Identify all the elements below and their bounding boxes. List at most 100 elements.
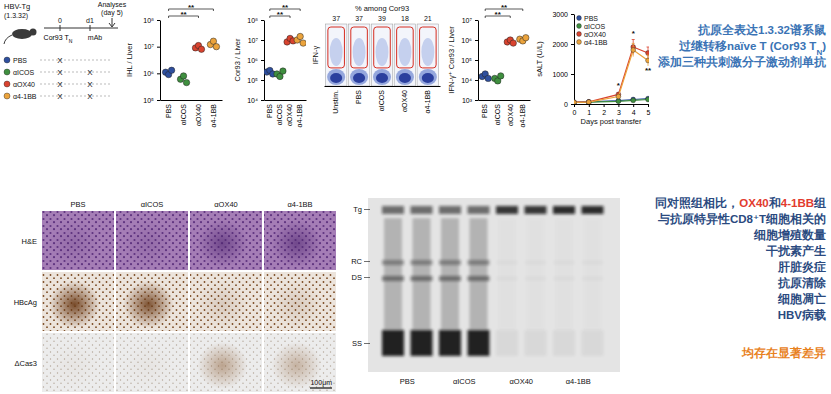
scale-bar-label: 100μm (310, 379, 332, 387)
group-dot (4, 69, 10, 75)
tick-label: αOX40 (401, 90, 408, 112)
axis-line (265, 100, 307, 101)
blot-smear (584, 218, 602, 330)
flow-gate (374, 27, 391, 68)
mouse-icon (4, 35, 12, 44)
intro-line: 过继转移naïve T (Cor93 TN) (678, 39, 826, 57)
histology-image (42, 333, 114, 392)
blot-smear (555, 218, 573, 330)
tick-label: 10⁵ (461, 57, 472, 64)
category-axis: Unstim.PBSαICOSαOX40α4-1BB (325, 87, 441, 114)
axis: 10⁵10⁶10⁷10⁸ (143, 17, 160, 104)
stain-signal (123, 220, 173, 267)
point (300, 40, 306, 46)
column-header: αOX40 (214, 200, 238, 209)
summary-line: HBV病载 (778, 308, 826, 321)
group-row-line (40, 72, 110, 73)
line-chart: 0100020003000012345sALT (U/L)Days post t… (535, 11, 652, 126)
tick: 10⁵ (143, 97, 160, 104)
tick-label: 10⁸ (143, 17, 154, 24)
column-header: α4-1BB (287, 200, 312, 209)
tick-label: α4-1BB (424, 90, 431, 114)
series-line (574, 50, 648, 102)
flow-density (398, 38, 411, 66)
annotation: ** (645, 66, 652, 75)
mouse-label: HBV-Tg (4, 2, 30, 11)
tick: 2 (602, 104, 606, 116)
summary-segment: 细胞增殖数量 (753, 228, 826, 242)
tick: 5 (647, 104, 651, 116)
tick-mark (618, 104, 619, 107)
point (616, 99, 621, 104)
tick-label: PBS (165, 104, 172, 118)
significance-label: ** (282, 3, 289, 12)
tick-label: 10⁸ (247, 17, 258, 24)
significance-label: ** (180, 10, 187, 19)
tick: α4-1BB (210, 104, 217, 128)
y-axis-title: Cor93 / Liver (233, 38, 242, 81)
flow-frame (371, 24, 393, 86)
flow-gate (397, 27, 414, 68)
group-row-line (40, 84, 110, 85)
group-dot (4, 93, 10, 99)
row-label: HBcAg (14, 298, 37, 307)
legend-label: αOX40 (584, 31, 606, 38)
tick: αICOS (180, 104, 187, 125)
tick: 10⁶ (143, 70, 160, 77)
tick-label: α4-1BB (296, 104, 303, 128)
summary-line: 干扰素产生 (765, 244, 826, 257)
blot-band (382, 206, 404, 214)
point (498, 73, 504, 79)
tick-label: PBS (481, 104, 488, 118)
flow-frame (348, 24, 370, 86)
lane-label: αICOS (453, 377, 476, 386)
tick-label: 3000 (552, 11, 568, 18)
group-row-line (40, 60, 110, 61)
flow-density (373, 69, 391, 85)
group-label: PBS (13, 57, 27, 64)
flow-density (353, 73, 365, 83)
stain-signal (49, 342, 99, 389)
axis: 10⁴10⁵10⁶10⁷10⁸ (247, 17, 264, 104)
dot-plot: 10³10⁴10⁵10⁶10⁷PBSαICOSαOX40α4-1BBIFN-γ⁺… (447, 3, 531, 128)
flow-gate (328, 27, 345, 68)
band-label: DS (352, 273, 362, 282)
axis-line (160, 21, 161, 101)
summary-segment: 抗原清除 (777, 276, 827, 289)
legend-label: PBS (584, 15, 598, 22)
group-label: αOX40 (13, 81, 35, 88)
point (168, 67, 174, 73)
point (183, 79, 189, 85)
timepoint: d1 (86, 17, 94, 24)
flow-frame (417, 24, 439, 86)
point (586, 100, 591, 105)
point (574, 100, 576, 104)
tick-label: 2 (602, 109, 606, 116)
legend-marker (577, 40, 582, 45)
stain-signal (49, 281, 99, 328)
schematic: HBV-Tg(1.3.32)0d1Analyses(day 5)Cor93 TN… (4, 1, 127, 101)
timepoint: 0 (58, 17, 62, 24)
histology-image (190, 333, 262, 392)
analysis-day: (day 5) (101, 9, 123, 17)
flow-density (353, 38, 366, 66)
flow-density (350, 69, 368, 85)
point (485, 75, 491, 81)
transfer-text: Cor93 T (44, 34, 70, 41)
tick: αICOS (494, 104, 501, 125)
summary-segment: 干扰素产生 (765, 244, 826, 257)
band-label: SS (352, 339, 362, 348)
histology-image (116, 211, 188, 270)
flow-gate (351, 27, 368, 68)
tick-label: 2000 (552, 41, 568, 48)
tick-mark (475, 40, 478, 41)
flow-density (327, 69, 345, 85)
timeline-tick (90, 25, 91, 31)
tick-mark (261, 60, 264, 61)
band-pointer (364, 209, 370, 210)
point (574, 100, 576, 104)
tick-mark (604, 104, 605, 107)
tick-mark (261, 100, 264, 101)
intro-segment: 添加三种共刺激分子激动剂单抗 (657, 55, 826, 69)
tick: PBS (266, 104, 273, 118)
